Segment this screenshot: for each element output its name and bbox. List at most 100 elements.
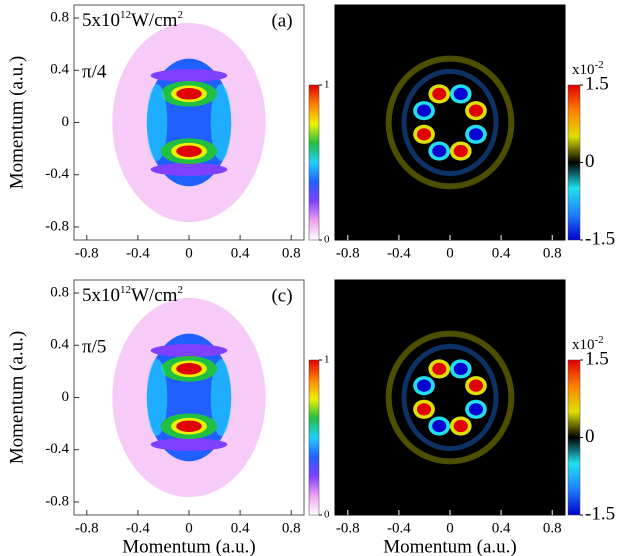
colorbar [308,359,320,516]
lobe [432,419,447,433]
peak [176,420,202,432]
x-tick-label: -0.8 [336,520,360,536]
colorbar-tick-label: 0 [324,234,330,246]
ring [385,55,515,190]
band [150,344,228,357]
intensity-mantissa: 5x10 [82,285,120,306]
x-tick-label: -0.4 [387,520,411,536]
y-tick-label: 0.8 [50,9,69,25]
x-tick-label: 0.4 [492,245,511,261]
peak [176,88,202,100]
lobe [468,104,483,117]
side [146,359,168,436]
lobe [432,144,447,158]
x-tick-label: 0.4 [231,520,250,536]
panel-label: (a) [271,10,292,31]
y-tick-label: 0 [62,114,70,130]
scale-exponent: -2 [595,334,604,346]
y-tick-label: -0.4 [45,166,69,182]
colorbar-tick-label: -1.5 [585,228,615,249]
scale-exponent: -2 [595,59,604,71]
x-axis-label: Momentum (a.u.) [383,536,517,556]
distribution [385,330,515,465]
x-tick-label: 0.8 [543,520,562,536]
x-tick-label: 0 [185,520,193,536]
side [146,84,168,161]
colorbar-scale: x10-2 [572,59,604,79]
x-tick-label: -0.8 [75,245,99,261]
y-tick-label: 0.4 [50,337,69,353]
ring [401,68,499,177]
panel-label: (c) [271,285,292,306]
y-tick-label: 0.8 [50,284,69,300]
colorbar-tick-label: 1.5 [585,73,609,94]
intensity-label: 5x1012W/cm2 [82,284,183,307]
panel-label: (d) [532,285,554,306]
colorbar-scale: x10-2 [572,334,604,354]
colorbar-tick-label: 1.5 [585,348,609,369]
peak [176,145,202,157]
intensity-unit: W/cm [131,10,178,31]
intensity-unit: W/cm [131,285,178,306]
intensity-exponent: 12 [120,284,131,296]
x-tick-label: 0 [185,245,193,261]
y-tick-label: 0 [62,389,70,405]
lobe [453,419,468,433]
lobe [453,144,468,158]
y-tick-label: -0.8 [45,218,69,234]
x-tick-label: 0.4 [492,520,511,536]
colorbar [567,84,581,241]
band [150,69,228,82]
lobe [453,362,468,376]
intensity-exponent: 12 [120,9,131,21]
lobe [417,104,432,117]
intensity-label: 5x1012W/cm2 [82,9,183,32]
lobe [468,128,483,141]
colorbar [308,84,320,241]
x-tick-label: 0.8 [282,520,301,536]
x-tick-label: 0 [446,245,454,261]
lobe [468,379,483,392]
colorbar-tick-label: -1.5 [585,503,615,524]
y-tick-label: -0.4 [45,441,69,457]
ring [401,343,499,452]
lobe [453,87,468,101]
band [150,438,228,451]
plot-background [335,280,565,515]
y-axis-label: Momentum (a.u.) [6,331,27,465]
x-tick-label: 0 [446,520,454,536]
x-tick-label: -0.4 [387,245,411,261]
distribution [112,297,266,498]
scale-base: x10 [572,62,595,78]
colorbar-tick-label: 0 [324,509,330,521]
intensity-unit_exponent: 2 [177,9,183,21]
lobe [417,128,432,141]
distribution [112,22,266,223]
plot-background [335,5,565,240]
colorbar-tick-label: 1 [324,354,330,366]
x-axis-label: Momentum (a.u.) [122,536,256,556]
lobe [417,403,432,416]
side [210,359,232,436]
lobe [432,362,447,376]
colorbar-tick-label: 0 [585,151,595,172]
intensity-mantissa: 5x10 [82,10,120,31]
x-tick-label: -0.4 [126,520,150,536]
colorbar [567,359,581,516]
lobe [468,403,483,416]
x-tick-label: 0.8 [543,245,562,261]
colorbar-tick-label: 1 [324,79,330,91]
colorbar-tick-label: 0 [585,426,595,447]
x-tick-label: 0.8 [282,245,301,261]
x-tick-label: -0.8 [75,520,99,536]
ring [385,330,515,465]
y-tick-label: 0.4 [50,62,69,78]
side [210,84,232,161]
x-tick-label: 0.4 [231,245,250,261]
x-tick-label: -0.4 [126,245,150,261]
lobe [417,379,432,392]
phase-label: π/5 [82,336,106,357]
intensity-unit_exponent: 2 [177,284,183,296]
scale-base: x10 [572,337,595,353]
